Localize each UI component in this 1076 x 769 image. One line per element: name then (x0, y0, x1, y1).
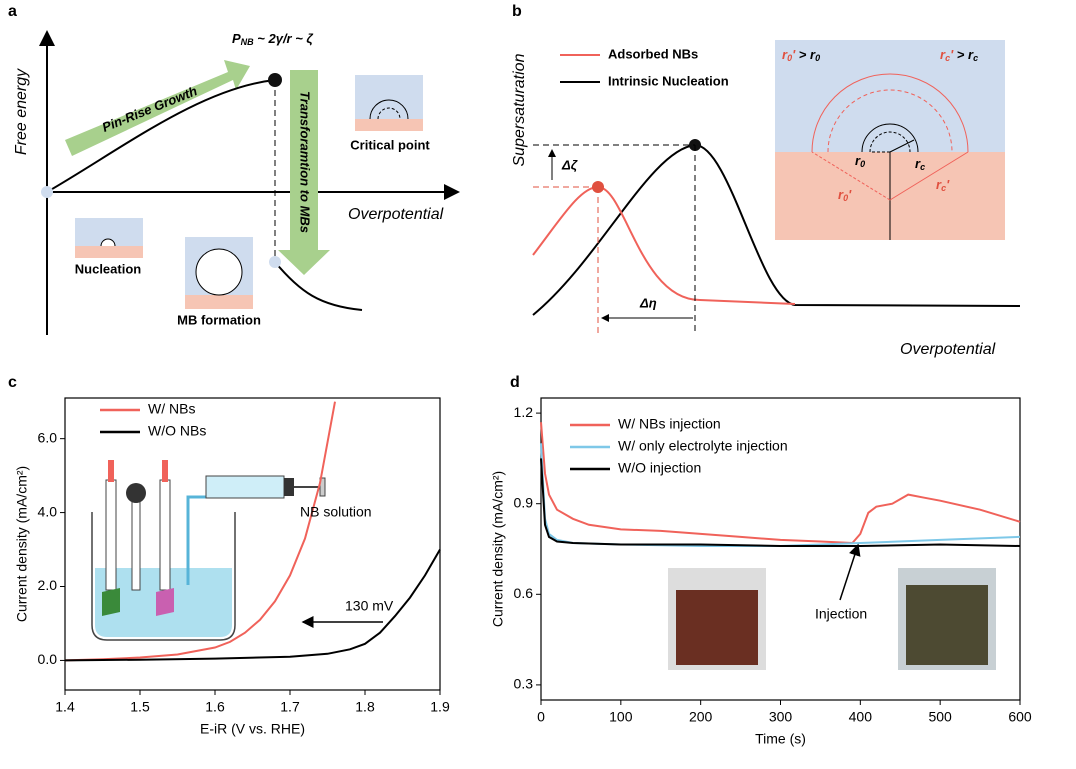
y-tick-label: 6.0 (38, 429, 58, 445)
y-axis-label: Current density (mA/cm²) (490, 471, 506, 627)
transformation-arrow (278, 70, 330, 275)
x-tick-label: 1.5 (130, 699, 150, 715)
x-tick-label: 600 (1008, 709, 1032, 725)
y-axis-label: Current density (mA/cm²) (14, 466, 30, 622)
y-tick-label: 2.0 (38, 577, 58, 593)
plot-frame (540, 397, 1021, 701)
x-tick-label: 200 (689, 709, 713, 725)
legend-label: W/ NBs (148, 401, 195, 417)
svg-text:rc' > rc: rc' > rc (940, 47, 978, 63)
panel-a: a Free energy Overpotential Pin-Rise Gro… (8, 3, 460, 335)
x-tick-label: 1.7 (280, 699, 300, 715)
series-line (540, 422, 1021, 545)
y-tick-label: 0.9 (514, 494, 534, 510)
svg-text:r0' > r0: r0' > r0 (782, 47, 820, 63)
series-line (64, 548, 441, 662)
legend-label: Intrinsic Nucleation (608, 73, 729, 88)
series-line (64, 401, 336, 662)
plot-frame (64, 397, 441, 691)
x-axis-label: E-iR (V vs. RHE) (200, 721, 305, 737)
panel-label: c (8, 374, 17, 391)
mb-formation-label: MB formation (177, 312, 261, 327)
panel-b: b Supersaturation Overpotential Adsorbed… (511, 3, 1021, 358)
legend-label: W/O injection (618, 460, 701, 476)
x-tick-label: 1.4 (55, 699, 75, 715)
svg-text:rc': rc' (936, 177, 950, 193)
legend-label: W/O NBs (148, 423, 206, 439)
nucleation-label: Nucleation (75, 261, 142, 276)
delta-eta: Δη (639, 295, 657, 310)
x-axis-label: Overpotential (900, 341, 996, 358)
svg-text:r0: r0 (855, 153, 865, 169)
x-axis-label: Overpotential (348, 206, 444, 223)
x-tick-label: 500 (928, 709, 952, 725)
series-line (540, 443, 1021, 547)
energy-curve (46, 79, 276, 193)
y-tick-label: 1.2 (514, 404, 534, 420)
x-tick-label: 1.9 (430, 699, 450, 715)
svg-text:r0': r0' (838, 187, 852, 203)
growth-arrow (65, 60, 250, 156)
beaker-inset (91, 460, 326, 641)
legend-label: W/ only electrolyte injection (618, 438, 788, 454)
series-line (540, 458, 1021, 547)
annotation: 130 mV (345, 598, 394, 614)
annotation: NB solution (300, 504, 372, 520)
x-tick-label: 1.6 (205, 699, 225, 715)
annotation-arrow (839, 543, 861, 601)
pressure-relation: PNB ~ 2γ/r ~ ζ (232, 31, 313, 47)
adsorbed-curve (532, 185, 796, 305)
x-tick-label: 300 (769, 709, 793, 725)
x-tick-label: 1.8 (355, 699, 375, 715)
point (268, 73, 282, 87)
energy-curve (274, 261, 363, 311)
panel-label: a (8, 3, 17, 20)
x-tick-label: 0 (537, 709, 545, 725)
x-axis-label: Time (s) (755, 731, 806, 747)
svg-text:rc: rc (915, 156, 925, 172)
y-axis-label: Free energy (13, 68, 30, 155)
panel-label: d (510, 374, 520, 391)
delta-zeta: Δζ (561, 157, 578, 172)
photo (906, 585, 988, 665)
inset (775, 40, 1005, 152)
annotation: Injection (815, 606, 867, 622)
legend-label: Adsorbed NBs (608, 46, 698, 61)
y-tick-label: 0.6 (514, 585, 534, 601)
critical-point-label: Critical point (350, 137, 430, 152)
legend-label: W/ NBs injection (618, 416, 721, 432)
photo (676, 590, 758, 665)
y-tick-label: 0.0 (38, 651, 58, 667)
y-axis-label: Supersaturation (511, 53, 528, 166)
transformation-label: Transforamtion to MBs (298, 91, 313, 233)
x-tick-label: 100 (609, 709, 633, 725)
point (41, 186, 53, 198)
panel-label: b (512, 3, 522, 20)
point (269, 256, 281, 268)
x-tick-label: 400 (849, 709, 873, 725)
y-tick-label: 0.3 (514, 676, 534, 692)
y-tick-label: 4.0 (38, 503, 58, 519)
growth-label: Pin-Rise Growth (100, 83, 199, 135)
inset (355, 75, 423, 119)
